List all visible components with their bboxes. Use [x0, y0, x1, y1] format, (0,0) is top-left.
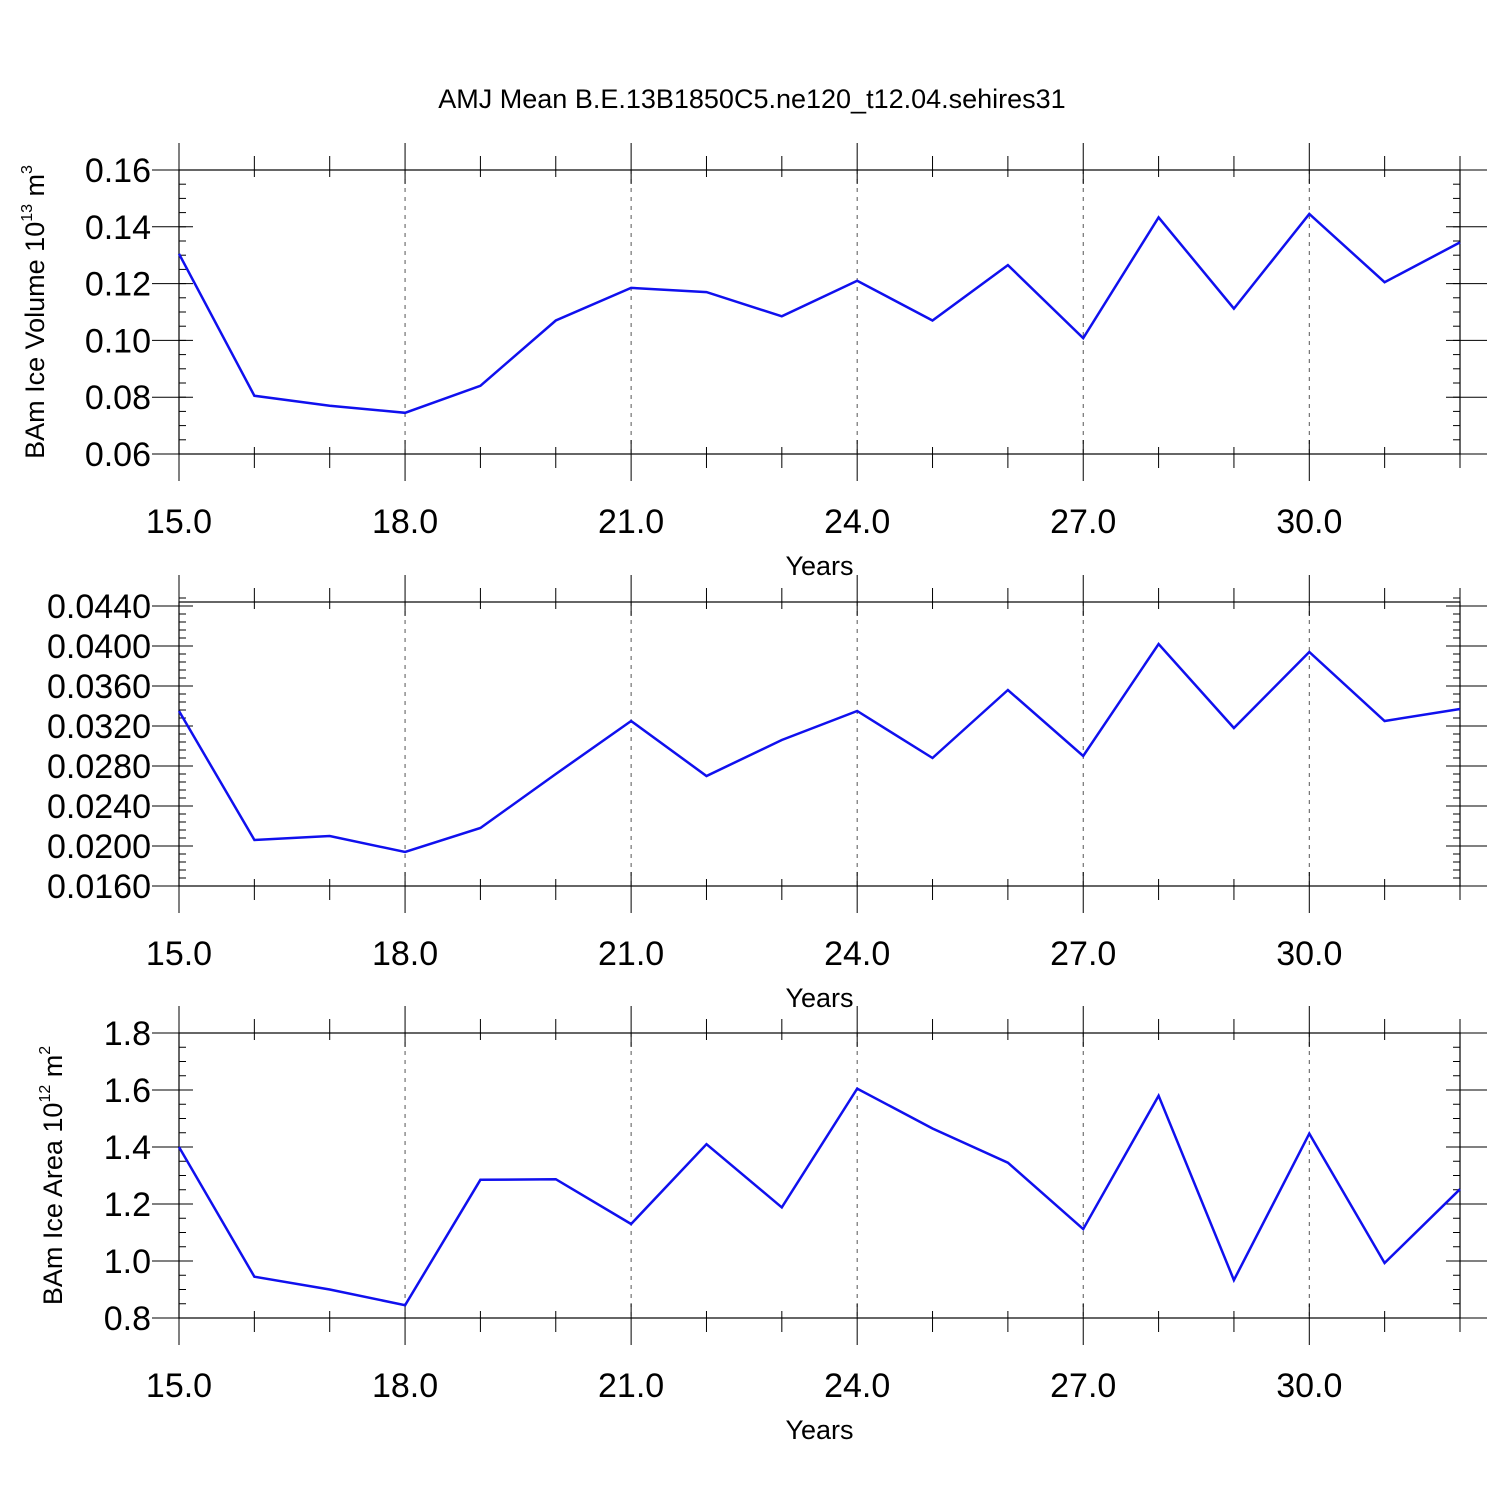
x-axis-label: Years — [785, 1415, 853, 1445]
y-tick-label: 0.12 — [85, 266, 151, 304]
y-tick-label: 1.8 — [104, 1015, 151, 1053]
x-tick-label: 30.0 — [1276, 503, 1342, 541]
y-axis-label: BAm Ice Volume 1013 m3 — [19, 165, 50, 459]
chart-panel-1: 0.06 0.08 0.10 0.12 0.14 0.16 15.0 18.0 21.0 24.0… — [19, 143, 1487, 581]
x-tick-label: 18.0 — [372, 935, 438, 973]
series-line — [177, 641, 1461, 854]
x-tick-label: 21.0 — [598, 1367, 664, 1405]
y-tick-label: 0.0320 — [47, 708, 151, 746]
y-tick-label: 0.06 — [85, 436, 151, 474]
y-tick-label: 1.2 — [104, 1186, 151, 1224]
y-tick-label: 0.8 — [104, 1300, 151, 1338]
series-line — [177, 1086, 1461, 1307]
y-tick-label: 0.10 — [85, 322, 151, 360]
x-axis-label: Years — [785, 983, 853, 1013]
y-tick-label: 0.0360 — [47, 668, 151, 706]
plot-frame — [178, 1032, 1461, 1319]
chart-panel-2: 0.01600.02000.02400.02800.03200.03600.04… — [47, 575, 1487, 1013]
x-tick-label: 27.0 — [1050, 503, 1116, 541]
y-tick-label: 0.0240 — [47, 788, 151, 826]
x-tick-label: 15.0 — [146, 935, 212, 973]
y-tick-label: 1.0 — [104, 1243, 151, 1281]
figure-title: AMJ Mean B.E.13B1850C5.ne120_t12.04.sehi… — [438, 84, 1065, 114]
y-tick-label: 0.0440 — [47, 588, 151, 626]
y-tick-label: 0.0400 — [47, 628, 151, 666]
plot-frame — [178, 601, 1461, 887]
x-tick-label: 24.0 — [824, 503, 890, 541]
y-tick-label: 0.14 — [85, 209, 151, 247]
x-tick-label: 15.0 — [146, 503, 212, 541]
x-tick-label: 30.0 — [1276, 1367, 1342, 1405]
x-tick-label: 24.0 — [824, 935, 890, 973]
y-tick-label: 1.4 — [104, 1129, 151, 1167]
x-tick-label: 24.0 — [824, 1367, 890, 1405]
y-tick-label: 0.08 — [85, 379, 151, 417]
x-tick-label: 21.0 — [598, 503, 664, 541]
y-tick-label: 0.0200 — [47, 828, 151, 866]
chart-panel-3: 0.8 1.0 1.2 1.4 1.6 1.8 15.0 18.0 21.0 24.0 27.0 30… — [37, 1006, 1487, 1445]
y-tick-label: 1.6 — [104, 1072, 151, 1110]
x-tick-label: 15.0 — [146, 1367, 212, 1405]
x-tick-label: 18.0 — [372, 1367, 438, 1405]
x-tick-label: 21.0 — [598, 935, 664, 973]
x-tick-label: 27.0 — [1050, 935, 1116, 973]
x-tick-label: 18.0 — [372, 503, 438, 541]
y-tick-label: 0.16 — [85, 152, 151, 190]
x-tick-label: 30.0 — [1276, 935, 1342, 973]
panels: 0.06 0.08 0.10 0.12 0.14 0.16 15.0 18.0 21.0 24.0… — [19, 143, 1487, 1445]
y-tick-label: 0.0160 — [47, 868, 151, 906]
x-axis-label: Years — [785, 551, 853, 581]
y-tick-label: 0.0280 — [47, 748, 151, 786]
x-tick-label: 27.0 — [1050, 1367, 1116, 1405]
y-axis-label: BAm Ice Area 1012 m2 — [37, 1046, 68, 1305]
plot-frame — [178, 169, 1461, 455]
series-line — [177, 212, 1461, 415]
